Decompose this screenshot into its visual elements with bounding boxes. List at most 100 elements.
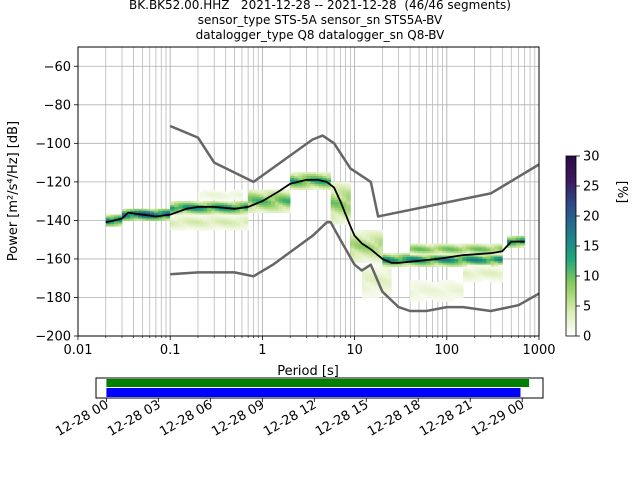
density-cell xyxy=(450,299,456,302)
density-cell xyxy=(207,212,212,215)
density-cell xyxy=(426,295,431,298)
density-cell xyxy=(361,264,367,268)
density-cell xyxy=(198,210,204,214)
density-cell xyxy=(442,243,447,246)
density-cell xyxy=(446,289,452,293)
density-cell xyxy=(486,243,491,246)
density-cell xyxy=(442,293,448,296)
density-cell xyxy=(130,218,135,221)
density-cell xyxy=(338,181,343,185)
density-cell xyxy=(378,250,383,253)
density-cell xyxy=(342,185,347,189)
density-cell xyxy=(239,203,245,206)
density-cell xyxy=(227,203,233,206)
density-cell xyxy=(378,281,384,284)
density-cell xyxy=(239,210,245,214)
density-cell xyxy=(438,262,443,266)
density-cell xyxy=(231,220,237,223)
density-cell xyxy=(462,258,467,262)
density-cell xyxy=(198,191,203,194)
density-cell xyxy=(478,257,483,260)
density-cell xyxy=(223,205,228,208)
density-cell xyxy=(109,222,115,225)
density-cell xyxy=(330,212,335,215)
density-cell xyxy=(271,197,276,200)
density-cell xyxy=(430,295,435,298)
density-cell xyxy=(138,208,143,212)
density-cell xyxy=(207,210,212,214)
density-cell xyxy=(454,257,459,260)
density-cell xyxy=(178,228,183,231)
density-cell xyxy=(498,253,503,256)
density-cell xyxy=(215,212,220,215)
density-cell xyxy=(366,234,371,237)
density-cell xyxy=(418,243,423,246)
density-cell xyxy=(387,283,392,286)
density-cell xyxy=(290,172,295,175)
density-cell xyxy=(267,199,272,202)
density-cell xyxy=(235,212,241,215)
density-cell xyxy=(227,212,233,215)
density-cell xyxy=(490,257,495,260)
density-cell xyxy=(446,297,452,300)
density-cell xyxy=(374,246,379,249)
density-cell xyxy=(334,183,339,187)
density-cell xyxy=(410,255,415,258)
coverage-tick-label: 12-28 09 xyxy=(209,397,267,439)
density-cell xyxy=(274,203,280,206)
density-cell xyxy=(350,246,355,249)
density-cell xyxy=(494,243,499,246)
density-cell xyxy=(466,245,471,248)
density-cell xyxy=(342,216,347,219)
density-cell xyxy=(203,201,208,204)
density-cell xyxy=(330,202,335,205)
density-cell xyxy=(298,185,303,188)
density-cell xyxy=(454,260,459,264)
density-cell xyxy=(362,242,367,245)
density-cell xyxy=(470,257,475,260)
density-cell xyxy=(251,199,257,202)
density-cell xyxy=(422,247,427,250)
density-cell xyxy=(454,249,459,252)
density-cell xyxy=(362,240,367,243)
density-cell xyxy=(470,280,476,283)
density-cell xyxy=(358,244,363,247)
density-cell xyxy=(310,176,315,179)
density-cell xyxy=(426,243,431,246)
density-cell xyxy=(206,195,211,198)
density-cell xyxy=(342,192,347,195)
density-cell xyxy=(362,230,367,233)
density-cell xyxy=(338,198,343,201)
density-cell xyxy=(366,240,371,243)
density-cell xyxy=(207,201,212,204)
density-cell xyxy=(326,183,332,187)
density-cell xyxy=(248,197,253,200)
density-cell xyxy=(206,193,211,196)
density-cell xyxy=(198,226,204,229)
density-cell xyxy=(178,222,183,225)
density-cell xyxy=(142,210,147,214)
density-cell xyxy=(170,226,175,229)
density-cell xyxy=(207,216,212,219)
density-cell xyxy=(442,260,447,264)
density-cell xyxy=(211,208,216,212)
density-cell xyxy=(244,216,249,219)
density-cell xyxy=(410,251,415,254)
density-cell xyxy=(361,281,367,284)
density-cell xyxy=(434,249,439,252)
density-cell xyxy=(462,249,467,252)
density-cell xyxy=(306,176,311,179)
density-cell xyxy=(402,264,407,267)
density-cell xyxy=(426,260,431,264)
density-cell xyxy=(478,255,483,258)
density-cell xyxy=(498,276,503,279)
density-cell xyxy=(466,260,471,264)
density-cell xyxy=(494,249,499,252)
density-cell xyxy=(170,206,175,210)
density-cell xyxy=(386,258,391,262)
density-cell xyxy=(227,216,233,219)
density-cell xyxy=(334,202,339,205)
density-cell xyxy=(259,197,264,200)
density-cell xyxy=(271,206,276,210)
